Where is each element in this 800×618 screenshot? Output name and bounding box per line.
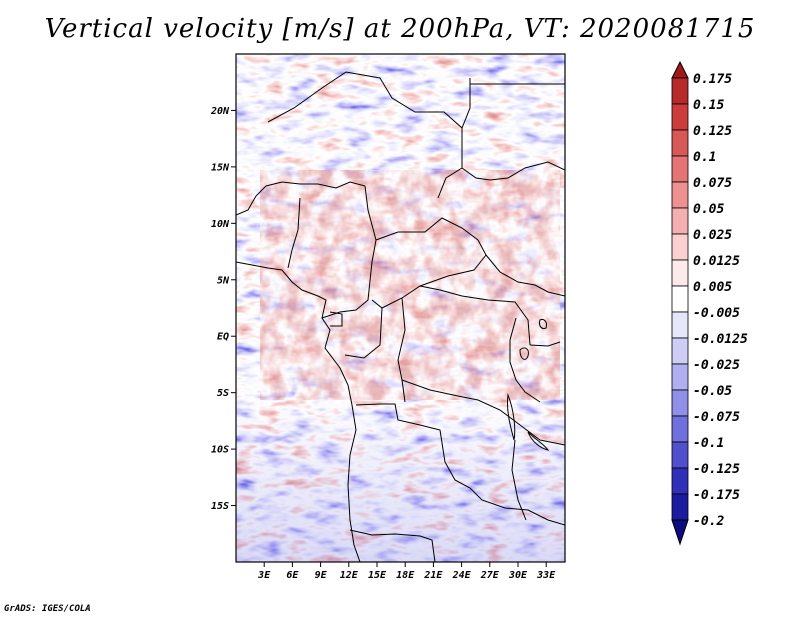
- lon-tick-label: 33E: [536, 570, 556, 581]
- colorbar-bin: [671, 363, 689, 391]
- colorbar-label: -0.0125: [693, 332, 748, 347]
- colorbar-label: -0.2: [693, 514, 724, 529]
- lon-tick-label: 27E: [480, 570, 500, 581]
- lat-tick-label: 15S: [211, 501, 229, 512]
- colorbar-label: 0.1: [693, 150, 716, 165]
- lat-tick-label: 15N: [211, 162, 230, 173]
- longitude-axis: 3E 6E 9E 12E 15E 18E 21E 24E 27E 30E 33E: [257, 562, 556, 581]
- colorbar-label: -0.005: [693, 306, 740, 321]
- lon-tick-label: 15E: [368, 570, 387, 581]
- map-frame: [235, 53, 566, 563]
- lat-tick-label: 5N: [217, 275, 230, 286]
- lon-tick-label: 9E: [315, 570, 328, 581]
- colorbar-label: -0.175: [693, 488, 740, 503]
- lon-tick-label: 6E: [286, 570, 299, 581]
- colorbar-bin: [671, 207, 689, 235]
- lon-tick-label: 24E: [452, 570, 472, 581]
- colorbar-label: 0.025: [693, 228, 732, 243]
- colorbar-bin: [671, 155, 689, 183]
- lat-tick-label: 5S: [217, 388, 229, 399]
- colorbar-bin: [671, 259, 689, 287]
- country-borders: [236, 71, 565, 562]
- colorbar-bin: [671, 389, 689, 417]
- colorbar-label: -0.075: [693, 410, 740, 425]
- colorbar-bin: [671, 233, 689, 261]
- colorbar-bottom-arrow: [671, 519, 689, 546]
- colorbar-top-arrow: [671, 60, 689, 79]
- colorbar-bin: [671, 181, 689, 209]
- colorbar-bin: [671, 285, 689, 313]
- colorbar-label: 0.005: [693, 280, 732, 295]
- latitude-axis: 20N 15N 10N 5N EQ 5S 10S 15S: [210, 106, 236, 512]
- colorbar-bin: [671, 467, 689, 495]
- colorbar-label: -0.125: [693, 462, 740, 477]
- lat-tick-label: 10N: [211, 219, 230, 230]
- colorbar-label: 0.125: [693, 124, 732, 139]
- colorbar-bin: [671, 493, 689, 521]
- colorbar-bin: [671, 129, 689, 157]
- colorbar-label: 0.0125: [693, 254, 740, 269]
- lat-tick-label: 10S: [211, 445, 229, 456]
- colorbar-label: -0.1: [693, 436, 724, 451]
- colorbar-bin: [671, 415, 689, 443]
- colorbar-label: -0.025: [693, 358, 740, 373]
- lon-tick-label: 12E: [340, 570, 359, 581]
- lakes: [507, 319, 550, 451]
- lat-tick-label: EQ: [217, 332, 229, 343]
- lat-tick-label: 20N: [210, 106, 230, 117]
- velocity-field: [236, 54, 565, 562]
- map-title: Vertical velocity [m/s] at 200hPa, VT: 2…: [44, 14, 756, 44]
- lon-tick-label: 21E: [423, 570, 443, 581]
- colorbar-label: -0.05: [693, 384, 732, 399]
- colorbar: 0.175 0.15 0.125 0.1 0.075 0.05 0.025 0.0125 0.0…: [671, 60, 748, 546]
- colorbar-bin: [671, 77, 689, 105]
- colorbar-bin: [671, 337, 689, 365]
- colorbar-bin: [671, 311, 689, 339]
- lon-tick-label: 3E: [257, 570, 271, 581]
- lon-tick-label: 18E: [396, 570, 415, 581]
- colorbar-label: 0.075: [693, 176, 732, 191]
- colorbar-bin: [671, 103, 689, 131]
- lon-tick-label: 30E: [508, 570, 528, 581]
- colorbar-label: 0.175: [693, 72, 732, 87]
- colorbar-label: 0.05: [693, 202, 724, 217]
- colorbar-bin: [671, 441, 689, 469]
- grads-credit: GrADS: IGES/COLA: [4, 604, 91, 614]
- colorbar-label: 0.15: [693, 98, 724, 113]
